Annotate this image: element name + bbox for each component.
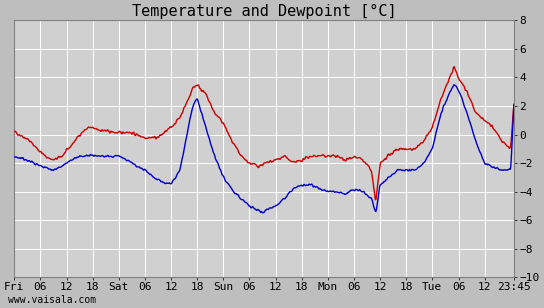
Text: www.vaisala.com: www.vaisala.com: [8, 295, 96, 305]
Title: Temperature and Dewpoint [°C]: Temperature and Dewpoint [°C]: [132, 4, 397, 19]
